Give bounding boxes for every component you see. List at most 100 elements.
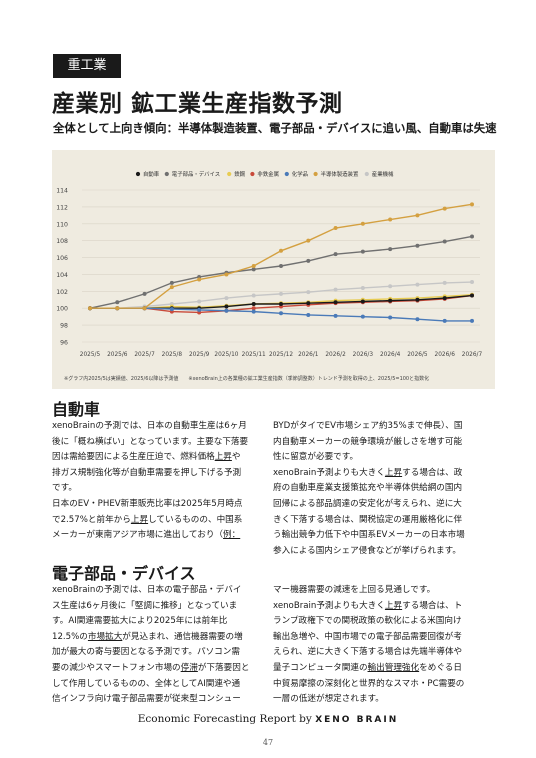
data-point <box>169 285 174 290</box>
data-point <box>306 312 311 317</box>
data-point <box>115 300 120 305</box>
x-tick-label: 2026/3 <box>353 352 374 358</box>
page-number: 47 <box>262 738 274 747</box>
data-point <box>251 309 256 314</box>
y-tick-label: 114 <box>56 188 68 195</box>
x-tick-label: 2026/1 <box>298 352 319 358</box>
x-tick-label: 2026/5 <box>407 352 428 358</box>
data-point <box>197 307 202 312</box>
legend-label: 産業機械 <box>372 170 394 178</box>
chart-panel: 96 98 100 102 104 106 108 110 112 114 2025/5 2025/6… <box>52 150 495 389</box>
data-point <box>306 238 311 243</box>
y-tick-label: 106 <box>56 255 68 262</box>
legend-label: 化学品 <box>292 170 308 178</box>
legend-marker <box>284 171 289 177</box>
data-point <box>470 318 474 323</box>
section-heading-electronic-components: 電子部品・デバイス <box>52 564 196 583</box>
data-point <box>415 213 420 218</box>
data-point <box>415 317 420 322</box>
y-tick-label: 102 <box>56 289 68 296</box>
text-line: 後に「概ね横ばい」となっています。主要な下落要 <box>52 436 249 447</box>
y-tick-label: 100 <box>56 306 68 313</box>
data-point <box>470 234 474 239</box>
data-point <box>224 296 229 301</box>
legend-marker <box>364 171 369 177</box>
text-line: す。AI関連需要拡大により2025年には前年比 <box>52 616 228 627</box>
text-line: 府の自動車産業支援策拡充や半導体供給網の国内 <box>273 483 463 494</box>
x-tick-label: 2025/5 <box>80 352 101 358</box>
data-point <box>442 318 447 323</box>
data-point <box>142 306 147 311</box>
x-tick-label: 2025/12 <box>269 352 293 358</box>
text-line: で2.57%と前年から上昇しているものの、中国系 <box>52 514 243 525</box>
text-line: 量子コンピュータ関連の輸出管理強化をめぐる日 <box>273 662 462 673</box>
text-line: えられ、逆に大きく下落する場合は先端半導体や <box>273 647 463 658</box>
data-point <box>360 249 365 254</box>
text-line: 12.5%の市場拡大が見込まれ、通信機器需要の増 <box>52 631 243 642</box>
legend-marker <box>250 171 255 177</box>
data-point <box>333 252 338 257</box>
text-line: 信インフラ向け電子部品需要が従来型コンシュー <box>52 694 241 705</box>
x-tick-label: 2026/4 <box>380 352 401 358</box>
text-line: 中貿易摩擦の深刻化と世界的なスマホ・PC需要の <box>273 678 465 689</box>
data-point <box>442 239 447 244</box>
footer-text: Economic Forecasting Report by <box>137 713 312 725</box>
text-line: 排ガス規制強化等が自動車需要を押し下げる予測 <box>52 467 242 478</box>
x-tick-label: 2025/8 <box>162 352 183 358</box>
data-point <box>470 293 474 298</box>
data-point <box>224 304 229 309</box>
text-line: 加が最大の寄与要因となる予測です。パソコン需 <box>52 647 240 658</box>
data-point <box>169 307 174 312</box>
x-tick-label: 2026/6 <box>435 352 456 358</box>
x-tick-label: 2026/2 <box>325 352 346 358</box>
data-point <box>333 287 338 292</box>
data-point <box>306 258 311 263</box>
data-point <box>415 243 420 248</box>
text-line: xenoBrain予測よりも大きく上昇する場合は、ト <box>273 600 463 611</box>
text-line: xenoBrain予測よりも大きく上昇する場合は、政 <box>273 467 463 478</box>
data-point <box>442 296 447 301</box>
data-point <box>333 313 338 318</box>
legend-label: 非鉄金属 <box>257 170 279 178</box>
data-point <box>279 264 283 268</box>
text-line: BYDがタイでEV市場シェア約35%まで伸長）、国 <box>273 421 463 431</box>
y-tick-label: 110 <box>56 221 68 228</box>
page-title: 産業別 鉱工業生産指数予測 <box>52 90 343 117</box>
data-point <box>197 277 202 282</box>
data-point <box>415 282 420 287</box>
page-subtitle: 全体として上向き傾向：半導体製造装置、電子部品・デバイスに追い風、自動車は失速 <box>53 121 497 135</box>
text-line: して作用しているものの、全体としてAI関連や通 <box>52 678 241 689</box>
chart-note: ※グラフ内2025/5は実績値、2025/6以降は予測値 ※xenoBrain上… <box>64 375 429 382</box>
y-tick-label: 112 <box>56 204 68 211</box>
data-point <box>197 299 202 304</box>
text-line: 性に留意が必要です。 <box>273 452 359 463</box>
data-point <box>306 301 311 306</box>
data-point <box>88 306 92 311</box>
data-point <box>142 291 147 296</box>
brand-logo: XENO BRAIN <box>315 715 399 725</box>
section-heading-automobile: 自動車 <box>52 400 101 419</box>
data-point <box>279 302 283 306</box>
legend-marker <box>227 171 232 177</box>
x-tick-label: 2025/9 <box>189 352 210 358</box>
text-line: メーカーが東南アジア市場に進出しており（例： <box>52 530 241 541</box>
data-point <box>388 247 393 252</box>
data-point <box>360 314 365 319</box>
data-point <box>279 291 283 296</box>
data-point <box>169 280 174 285</box>
text-line: う輸出競争力低下や中国系EVメーカーの日本市場 <box>273 530 465 541</box>
legend-label: 半導体製造装置 <box>321 170 359 178</box>
text-line: 因は需給要因による生産圧迫で、燃料価格上昇や <box>52 452 241 463</box>
data-point <box>279 311 283 316</box>
text-line: 輸出急増や、中国市場での電子部品需要回復が考 <box>273 631 462 642</box>
text-line: 一層の低迷が想定されます。 <box>273 694 384 705</box>
text-line: xenoBrainの予測では、日本の自動車生産は6ヶ月 <box>52 421 247 431</box>
data-point <box>470 280 474 285</box>
legend-label: 自動車 <box>143 170 160 178</box>
text-line: xenoBrainの予測では、日本の電子部品・デバイ <box>52 585 242 595</box>
data-point <box>388 284 393 289</box>
x-tick-label: 2025/7 <box>134 352 155 358</box>
legend-marker <box>164 171 169 177</box>
y-tick-label: 104 <box>56 272 68 279</box>
text-line: きく下落する場合は、関税協定の運用厳格化に伴 <box>273 514 463 525</box>
